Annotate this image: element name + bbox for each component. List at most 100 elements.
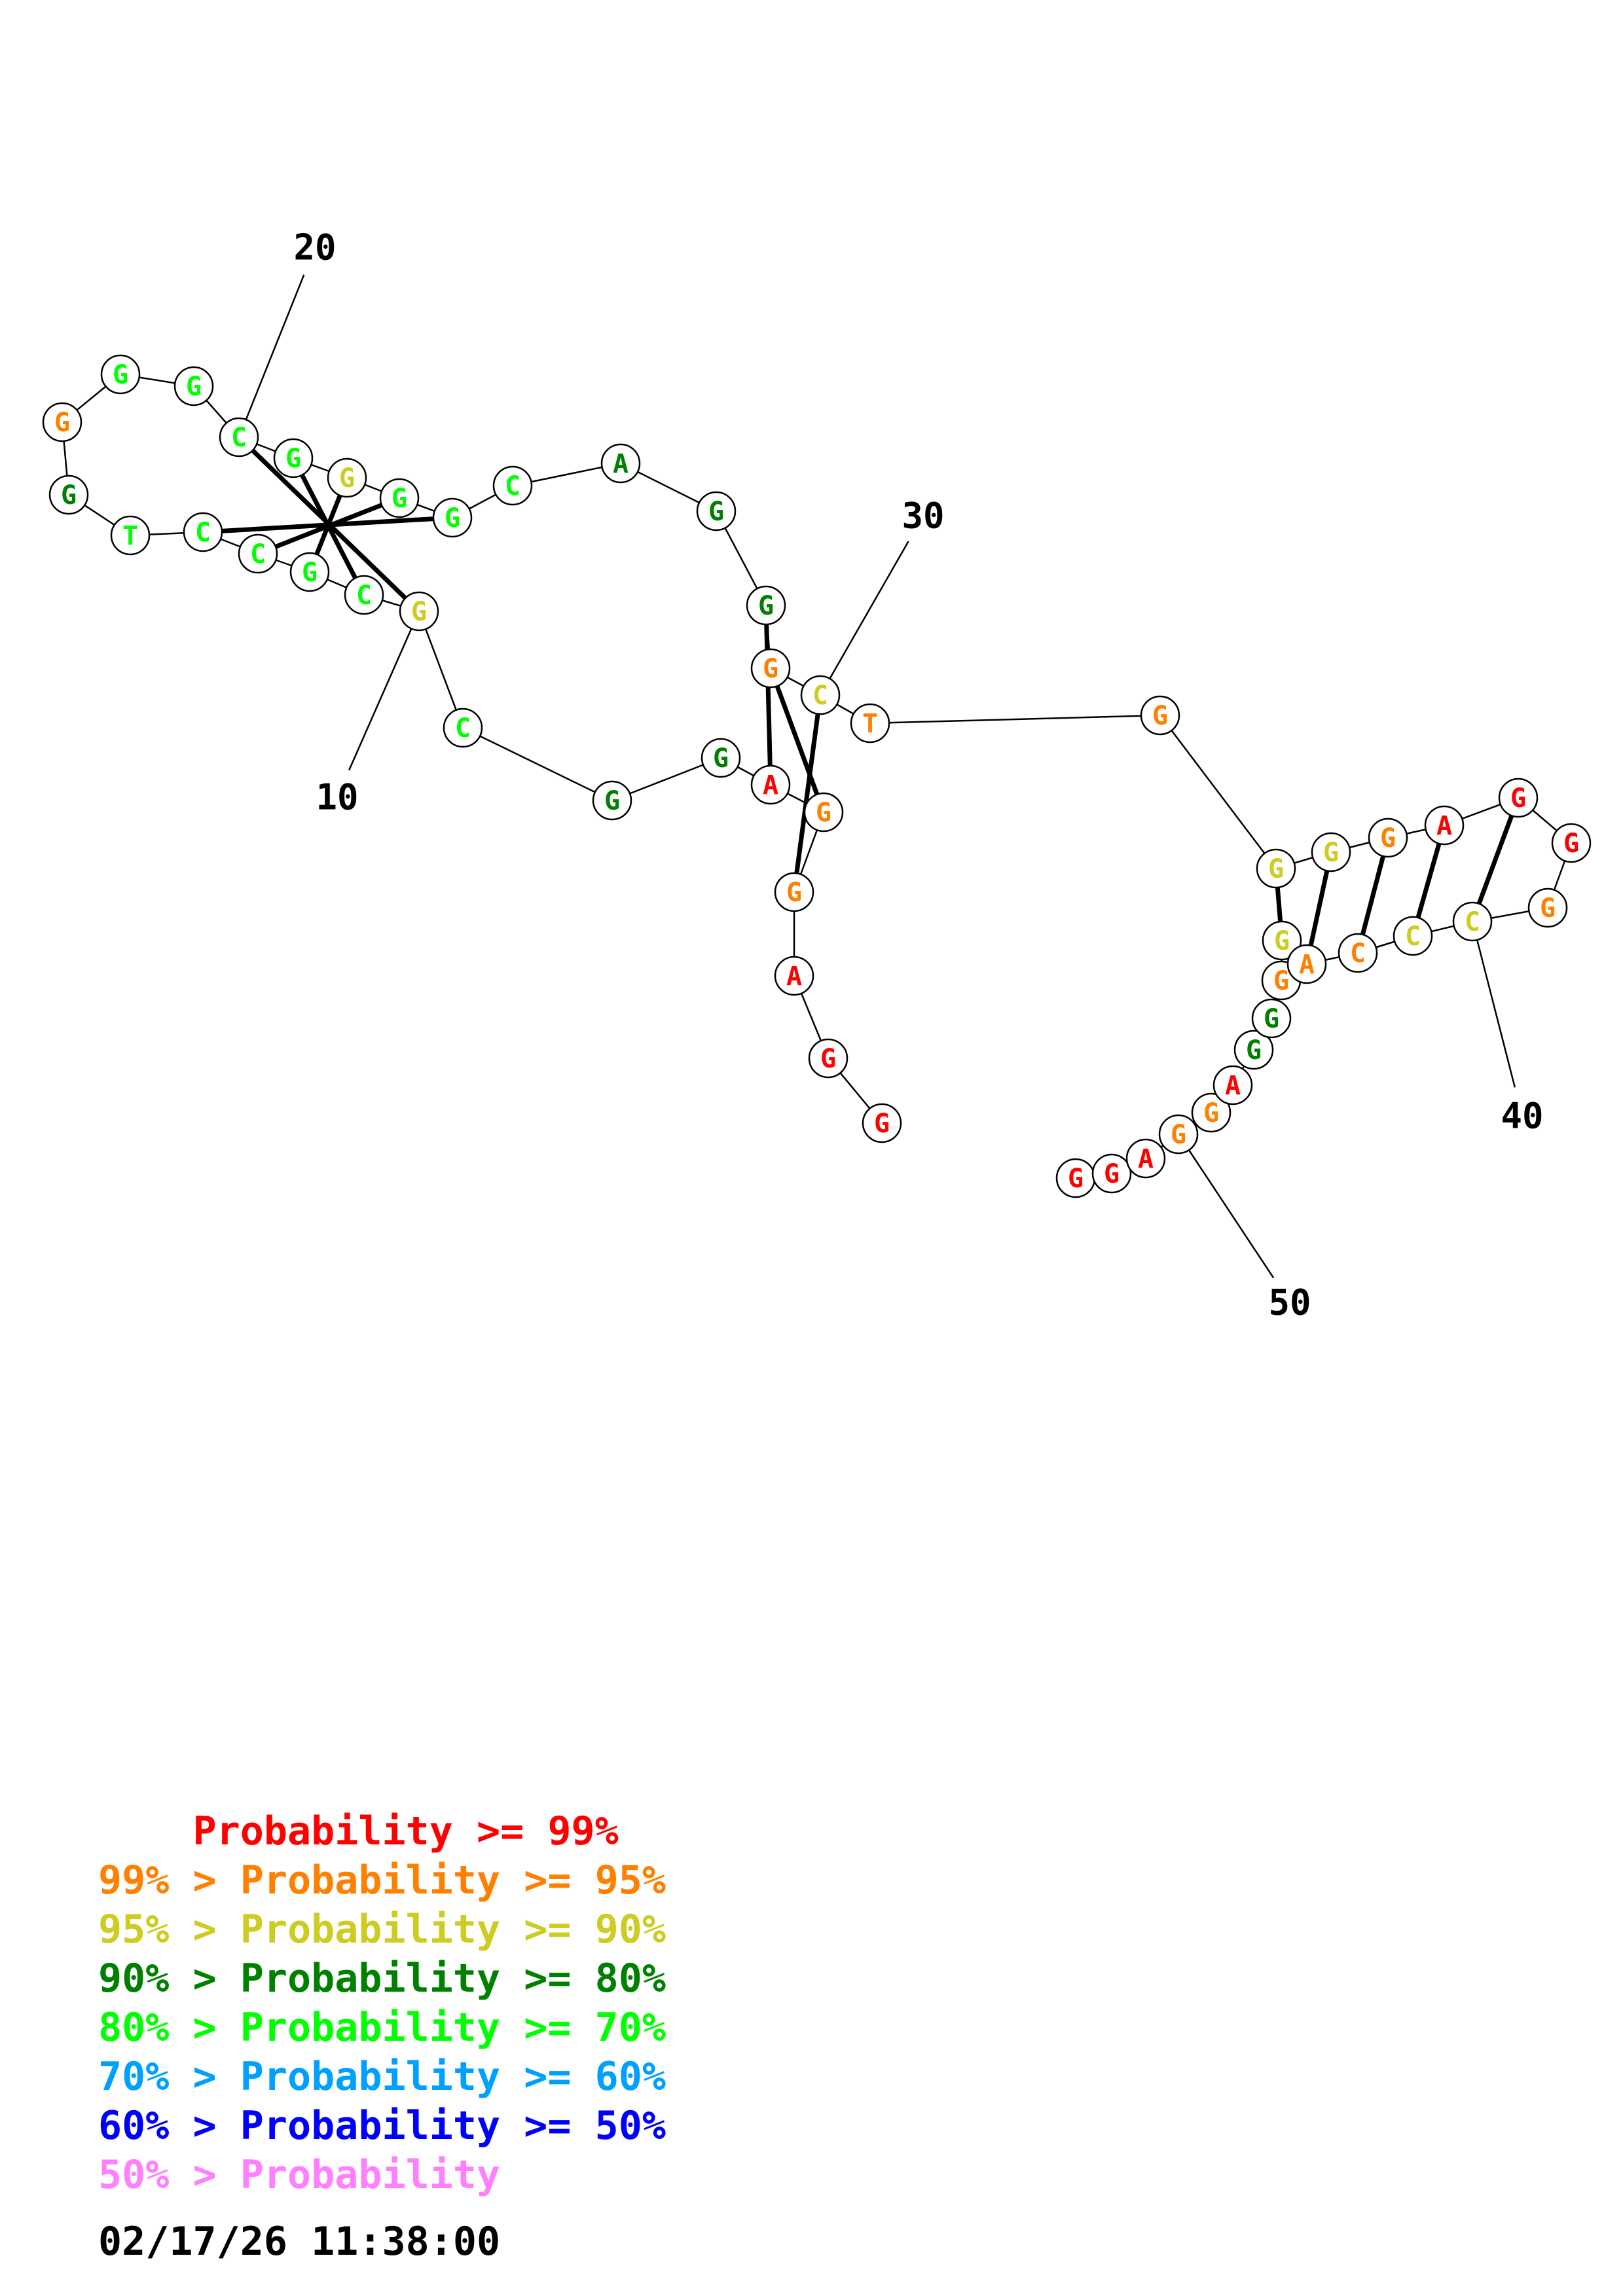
nucleotide-circle: [774, 956, 814, 996]
nucleotide-circle: [219, 417, 259, 457]
legend-entry: 60% > Probability >= 50%: [98, 2103, 666, 2149]
nucleotide-letter: A: [1225, 1071, 1241, 1101]
position-number: 40: [1501, 1096, 1543, 1137]
nucleotide-letter: G: [186, 372, 202, 402]
nucleotide: G: [273, 438, 314, 478]
nucleotide-letter: G: [1510, 783, 1526, 814]
nucleotide: G: [750, 648, 791, 689]
nucleotide: G: [1262, 920, 1302, 961]
nucleotide-letter: G: [1203, 1098, 1219, 1128]
nucleotide-circle: [492, 465, 533, 506]
base-pair-bond: [202, 515, 453, 535]
nucleotide: G: [803, 792, 844, 833]
nucleotide-letter: G: [1246, 1035, 1262, 1066]
nucleotide: C: [492, 465, 533, 506]
legend-entry: 70% > Probability >= 60%: [98, 2054, 666, 2100]
nucleotide: G: [432, 497, 473, 538]
nucleotide-circle: [432, 497, 473, 538]
nucleotide-letter: G: [763, 654, 778, 684]
nucleotide-circle: [42, 402, 82, 442]
nucleotide: C: [1452, 901, 1493, 942]
nucleotide-circle: [1233, 1030, 1274, 1070]
nucleotide: C: [443, 708, 483, 748]
position-tick: [1471, 921, 1516, 1088]
nucleotide: G: [289, 552, 330, 592]
legend-entry: 90% > Probability >= 80%: [98, 1956, 666, 2001]
nucleotide-letter: G: [758, 591, 774, 621]
nucleotide-circle: [273, 438, 314, 478]
nucleotide-letter: T: [862, 709, 878, 739]
nucleotide: C: [1338, 933, 1378, 973]
base-pair-bond: [763, 605, 773, 785]
backbone-segment: [1159, 715, 1277, 869]
nucleotide-circle: [1140, 695, 1180, 736]
nucleotide-letter: G: [61, 480, 77, 511]
nucleotide-circle: [399, 591, 439, 632]
position-number: 50: [1268, 1282, 1311, 1323]
nucleotide: G: [696, 491, 737, 531]
nucleotide-circle: [1368, 817, 1408, 858]
nucleotide-letter: G: [1268, 854, 1284, 884]
nucleotide: A: [1424, 805, 1465, 846]
nucleotide: G: [173, 366, 214, 406]
nucleotide-letter: A: [613, 449, 629, 479]
backbone-segment: [462, 726, 613, 802]
nucleotide-circle: [1498, 778, 1539, 818]
nucleotide-letter: A: [1299, 950, 1315, 980]
nucleotide-letter: A: [1138, 1144, 1154, 1174]
nucleotide-letter: C: [505, 471, 520, 501]
nucleotide-circle: [110, 515, 151, 556]
position-number-layer: 10 20 30 40 50: [238, 227, 1544, 1323]
nucleotide-letter: G: [1068, 1164, 1084, 1194]
nucleotide-circle: [800, 675, 841, 715]
nucleotide-circle: [1452, 901, 1493, 942]
timestamp: 02/17/26 11:38:00: [98, 2219, 500, 2265]
nucleotide: G: [746, 585, 786, 626]
nucleotide: A: [750, 764, 791, 805]
nucleotide: T: [850, 703, 890, 744]
nucleotide-circle: [1424, 805, 1465, 846]
nucleotide-letter: G: [1264, 1004, 1279, 1034]
base-pair-bond: [1355, 837, 1391, 954]
nucleotide-letter: G: [786, 878, 802, 908]
nucleotide-letter: G: [1540, 893, 1556, 924]
nucleotide-letter: G: [302, 558, 318, 588]
nucleotide: G: [1158, 1114, 1199, 1155]
nucleotide: A: [1286, 944, 1327, 984]
nucleotide-letter: G: [604, 786, 620, 816]
nucleotide-letter: G: [1273, 966, 1289, 996]
nucleotide-letter: C: [455, 713, 471, 744]
nucleotide-circle: [808, 1038, 848, 1079]
backbone-segment: [869, 714, 1161, 725]
nucleotide-circle: [1393, 916, 1433, 956]
nucleotide-circle: [1527, 888, 1568, 928]
nucleotide-letter: G: [1152, 701, 1168, 731]
position-number: 10: [316, 777, 358, 818]
nucleotide-letter: C: [1405, 922, 1421, 952]
position-tick: [348, 611, 420, 771]
nucleotide-letter: G: [1563, 829, 1579, 859]
nucleotide: G: [862, 1103, 902, 1143]
base-pair-bond: [792, 694, 823, 893]
nucleotide-circle: [344, 575, 384, 615]
nucleotide-circle: [100, 354, 141, 395]
nucleotide-letter: C: [1465, 907, 1480, 937]
nucleotide: G: [1091, 1153, 1132, 1194]
nucleotide: G: [399, 591, 439, 632]
nucleotide: G: [1527, 888, 1568, 928]
nucleotide-circle: [1262, 920, 1302, 961]
nucleotide: C: [800, 675, 841, 715]
nucleotide-letter: G: [1104, 1159, 1120, 1189]
nucleotide-circle: [592, 780, 632, 821]
nucleotide: G: [1311, 832, 1351, 872]
nucleotide-letter: G: [713, 744, 729, 774]
nucleotide-circle: [173, 366, 214, 406]
nucleotide-circle: [289, 552, 330, 592]
nucleotide-letter: G: [339, 463, 355, 493]
nucleotide: G: [1140, 695, 1180, 736]
nucleotide-letter: C: [812, 681, 828, 711]
nucleotide-circle: [183, 512, 223, 552]
nucleotide-letter: C: [195, 518, 211, 548]
nucleotide-circle: [862, 1103, 902, 1143]
nucleotide-letter: C: [1350, 939, 1366, 969]
